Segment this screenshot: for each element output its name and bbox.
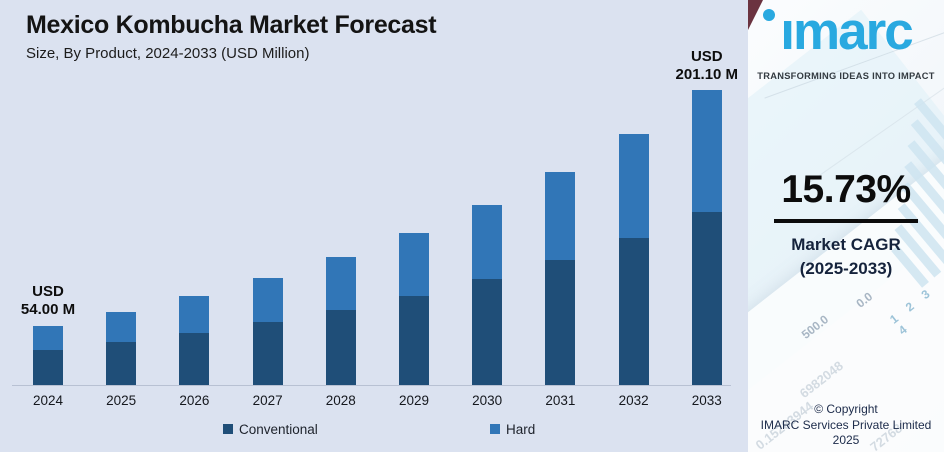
copyright-line1: © Copyright [814, 402, 878, 416]
watermark-ticks: 1 2 3 4 [887, 283, 937, 338]
stacked-bar-2030 [472, 204, 503, 385]
watermark-number: 0.0 [853, 289, 876, 311]
bar-segment-hard [106, 312, 137, 343]
watermark-number: 500.0 [798, 312, 832, 342]
x-tick-label: 2025 [106, 393, 137, 408]
legend-swatch-icon [223, 424, 233, 434]
stacked-bar-2027 [252, 278, 283, 385]
chart-panel: Mexico Kombucha Market Forecast Size, By… [12, 11, 738, 437]
copyright: © Copyright IMARC Services Private Limit… [748, 402, 944, 449]
stacked-bar-2024 [33, 325, 63, 385]
corner-accent [748, 0, 763, 30]
stacked-bar-2031 [545, 171, 576, 385]
logo-dot-icon [763, 9, 775, 21]
bar-chart: 2024 2025 2026 2027 2028 2029 2030 2031 2032 2033… [12, 48, 738, 437]
bar-segment-hard [179, 296, 210, 334]
legend-swatch-icon [490, 424, 500, 434]
x-tick-label: 2033 [691, 393, 722, 408]
legend-label: Conventional [239, 421, 318, 437]
cagr-value: 15.73% [781, 168, 911, 211]
chart-subtitle: Size, By Product, 2024-2033 (USD Million… [26, 45, 310, 62]
x-tick-label: 2026 [179, 393, 210, 408]
cagr-label-line1: Market CAGR [791, 235, 901, 254]
x-tick-label: 2027 [252, 393, 283, 408]
stacked-bar-2025 [106, 312, 137, 385]
cagr-label-line2: (2025-2033) [799, 258, 893, 278]
stacked-bar-2028 [325, 257, 356, 385]
x-tick-label: 2031 [545, 393, 576, 408]
bar-value-annotation: USD 54.00 M [20, 283, 76, 319]
legend-item-hard: Hard [490, 421, 535, 437]
cagr-block: 15.73% Market CAGR (2025-2033) [748, 168, 944, 281]
stacked-bar-2026 [179, 296, 210, 385]
bar-segment-hard [33, 325, 63, 351]
x-tick-label: 2032 [618, 393, 649, 408]
bar-segment-hard [618, 133, 649, 239]
stacked-bar-2032 [618, 133, 649, 385]
brand-sidebar: 0.0 500.0 1 2 3 4 6982048 0.15283944 727… [748, 0, 944, 452]
legend-label: Hard [506, 421, 536, 437]
bar-segment-hard [691, 90, 722, 213]
bar-value-annotation: USD 201.10 M [675, 47, 739, 83]
x-axis-line [12, 385, 731, 386]
bar-segment-hard [399, 232, 429, 296]
watermark-number: 6982048 [796, 358, 846, 401]
imarc-logo-text: ımarc [780, 2, 913, 61]
bar-segment-hard [325, 257, 356, 311]
bar-segment-hard [252, 278, 283, 323]
cagr-underline [774, 219, 918, 223]
chart-title: Mexico Kombucha Market Forecast [26, 11, 437, 39]
legend-item-conventional: Conventional [223, 421, 318, 437]
x-tick-label: 2029 [398, 393, 430, 408]
bar-segment-hard [472, 204, 503, 280]
x-tick-label: 2024 [32, 393, 64, 408]
brand-tagline: TRANSFORMING IDEAS INTO IMPACT [757, 71, 935, 81]
x-tick-label: 2028 [325, 393, 356, 408]
stacked-bar-2029 [399, 232, 429, 385]
x-tick-label: 2030 [472, 393, 503, 408]
stacked-bar-2033 [691, 90, 722, 385]
bar-segment-hard [545, 171, 576, 261]
imarc-logo: ımarc [748, 2, 944, 63]
copyright-line2: IMARC Services Private Limited 2025 [760, 417, 932, 448]
